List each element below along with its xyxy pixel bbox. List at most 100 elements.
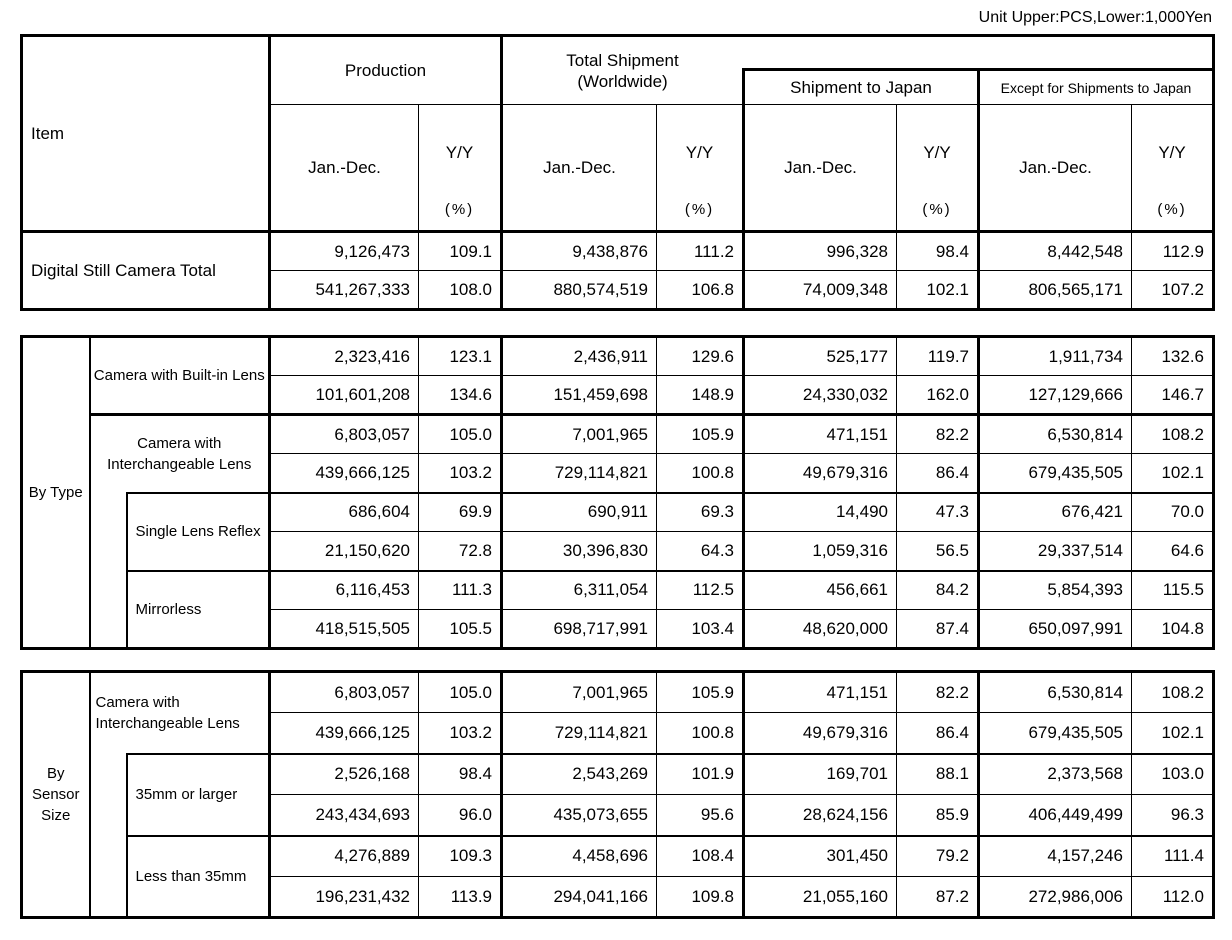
- unit-note: Unit Upper:PCS,Lower:1,000Yen: [978, 9, 1212, 26]
- value-cell: 82.2: [896, 671, 980, 713]
- value-cell: 103.0: [1131, 753, 1214, 795]
- value-cell: 1,911,734: [978, 336, 1132, 376]
- value-cell: 112.5: [656, 570, 745, 610]
- row-label-digital-still-camera-total: Digital Still Camera Total: [21, 231, 271, 310]
- by-sensor-size-table: By Sensor Size Camera with Interchangeab…: [20, 670, 1215, 919]
- value-cell: 14,490: [743, 492, 897, 532]
- value-cell: 64.6: [1131, 531, 1214, 572]
- value-cell: 30,396,830: [501, 531, 657, 572]
- empty-indent-cell: [89, 492, 128, 649]
- value-cell: 102.1: [1131, 453, 1214, 494]
- value-cell: 132.6: [1131, 336, 1214, 376]
- value-cell: 96.3: [1131, 794, 1214, 837]
- value-cell: 406,449,499: [978, 794, 1132, 837]
- value-cell: 679,435,505: [978, 453, 1132, 494]
- value-cell: 88.1: [896, 753, 980, 795]
- row-label-interchangeable-lens: Camera with Interchangeable Lens: [89, 671, 271, 754]
- value-cell: 698,717,991: [501, 609, 657, 649]
- value-cell: 48,620,000: [743, 609, 897, 649]
- row-label-built-in-lens: Camera with Built-in Lens: [89, 336, 271, 416]
- shipment-to-japan-header-cell: Shipment to Japan: [742, 68, 981, 105]
- value-cell: 103.4: [656, 609, 745, 649]
- yoy-header: Y/Y (%): [1131, 104, 1214, 233]
- value-cell: 169,701: [743, 753, 897, 795]
- value-cell: 129.6: [656, 336, 745, 376]
- value-cell: 64.3: [656, 531, 745, 572]
- value-cell: 87.4: [896, 609, 980, 649]
- yoy-header: Y/Y (%): [656, 104, 746, 233]
- value-cell: 9,126,473: [269, 231, 419, 271]
- value-cell: 105.0: [418, 671, 503, 713]
- value-cell: 2,373,568: [978, 753, 1132, 795]
- value-cell: 87.2: [896, 876, 980, 918]
- value-cell: 676,421: [978, 492, 1132, 532]
- value-cell: 79.2: [896, 835, 980, 877]
- value-cell: 525,177: [743, 336, 897, 376]
- empty-indent-cell: [89, 753, 128, 918]
- value-cell: 100.8: [656, 712, 745, 755]
- value-cell: 98.4: [418, 753, 503, 795]
- value-cell: 729,114,821: [501, 453, 657, 494]
- value-cell: 996,328: [743, 231, 898, 271]
- value-cell: 56.5: [896, 531, 980, 572]
- yoy-label: Y/Y: [445, 143, 474, 162]
- value-cell: 7,001,965: [501, 671, 657, 713]
- row-label-35mm-or-larger: 35mm or larger: [126, 752, 271, 837]
- value-cell: 104.8: [1161, 618, 1204, 638]
- value-cell: 134.6: [418, 375, 503, 416]
- value-cell: 108.2: [1131, 671, 1214, 713]
- value-cell: 2,526,168: [269, 753, 419, 795]
- yoy-percent-label: (%): [1157, 201, 1187, 218]
- value-cell: 8,442,548: [978, 231, 1133, 271]
- value-cell: 2,543,269: [501, 753, 657, 795]
- row-label-mirrorless: Mirrorless: [126, 570, 271, 649]
- value-cell: 108.4: [656, 835, 745, 877]
- value-cell: 1,059,316: [743, 531, 897, 572]
- value-cell: 108.2: [1131, 414, 1214, 454]
- value-cell: 21,055,160: [743, 876, 897, 918]
- value-cell: 49,679,316: [743, 453, 897, 494]
- value-cell: 541,267,333: [269, 270, 419, 310]
- value-cell: 6,311,054: [501, 570, 657, 610]
- value-cell: 6,530,814: [978, 414, 1132, 454]
- value-cell: 2,436,911: [501, 336, 657, 376]
- yoy-header: Y/Y (%): [896, 104, 981, 233]
- value-cell: 101.9: [656, 753, 745, 795]
- yoy-percent-label: (%): [444, 201, 475, 218]
- value-cell: 86.4: [896, 453, 980, 494]
- value-cell: 106.8: [656, 270, 746, 310]
- value-cell: 5,854,393: [978, 570, 1132, 610]
- value-cell: 49,679,316: [743, 712, 897, 755]
- value-cell: 679,435,505: [978, 712, 1132, 755]
- yoy-percent-label: (%): [922, 201, 952, 218]
- value-cell: 109.8: [656, 876, 745, 918]
- value-cell: 105.9: [656, 671, 745, 713]
- value-cell: 72.8: [418, 531, 503, 572]
- value-cell: 6,116,453: [269, 570, 419, 610]
- value-cell: 113.9: [418, 876, 503, 918]
- value-cell: 418,515,505: [269, 609, 419, 649]
- value-cell: 196,231,432: [269, 876, 419, 918]
- value-cell: 69.9: [418, 492, 503, 532]
- except-japan-header-cell: Except for Shipments to Japan: [978, 68, 1214, 105]
- value-cell: 148.9: [656, 375, 745, 416]
- row-label-interchangeable-lens: Camera with Interchangeable Lens: [89, 413, 271, 493]
- value-cell: 96.0: [418, 794, 503, 837]
- value-cell: 102.1: [1131, 712, 1214, 755]
- value-cell: 103.2: [418, 712, 503, 755]
- jan-dec-header: Jan.-Dec.: [268, 104, 419, 233]
- value-cell: 107.2: [1161, 279, 1205, 299]
- value-cell: 102.1: [896, 270, 981, 310]
- jan-dec-header: Jan.-Dec.: [742, 104, 898, 233]
- value-cell: 7,001,965: [501, 414, 657, 454]
- value-cell: 146.7: [1131, 375, 1214, 416]
- value-cell: 70.0: [1131, 492, 1214, 532]
- value-cell: 471,151: [743, 671, 897, 713]
- value-cell: 4,157,246: [978, 835, 1132, 877]
- total-shipment-header-cell: Total Shipment (Worldwide): [501, 35, 744, 105]
- yoy-label: Y/Y: [923, 143, 951, 162]
- value-cell: 294,041,166: [501, 876, 657, 918]
- value-cell: 112.0: [1162, 886, 1204, 906]
- value-cell: 109.3: [418, 835, 503, 877]
